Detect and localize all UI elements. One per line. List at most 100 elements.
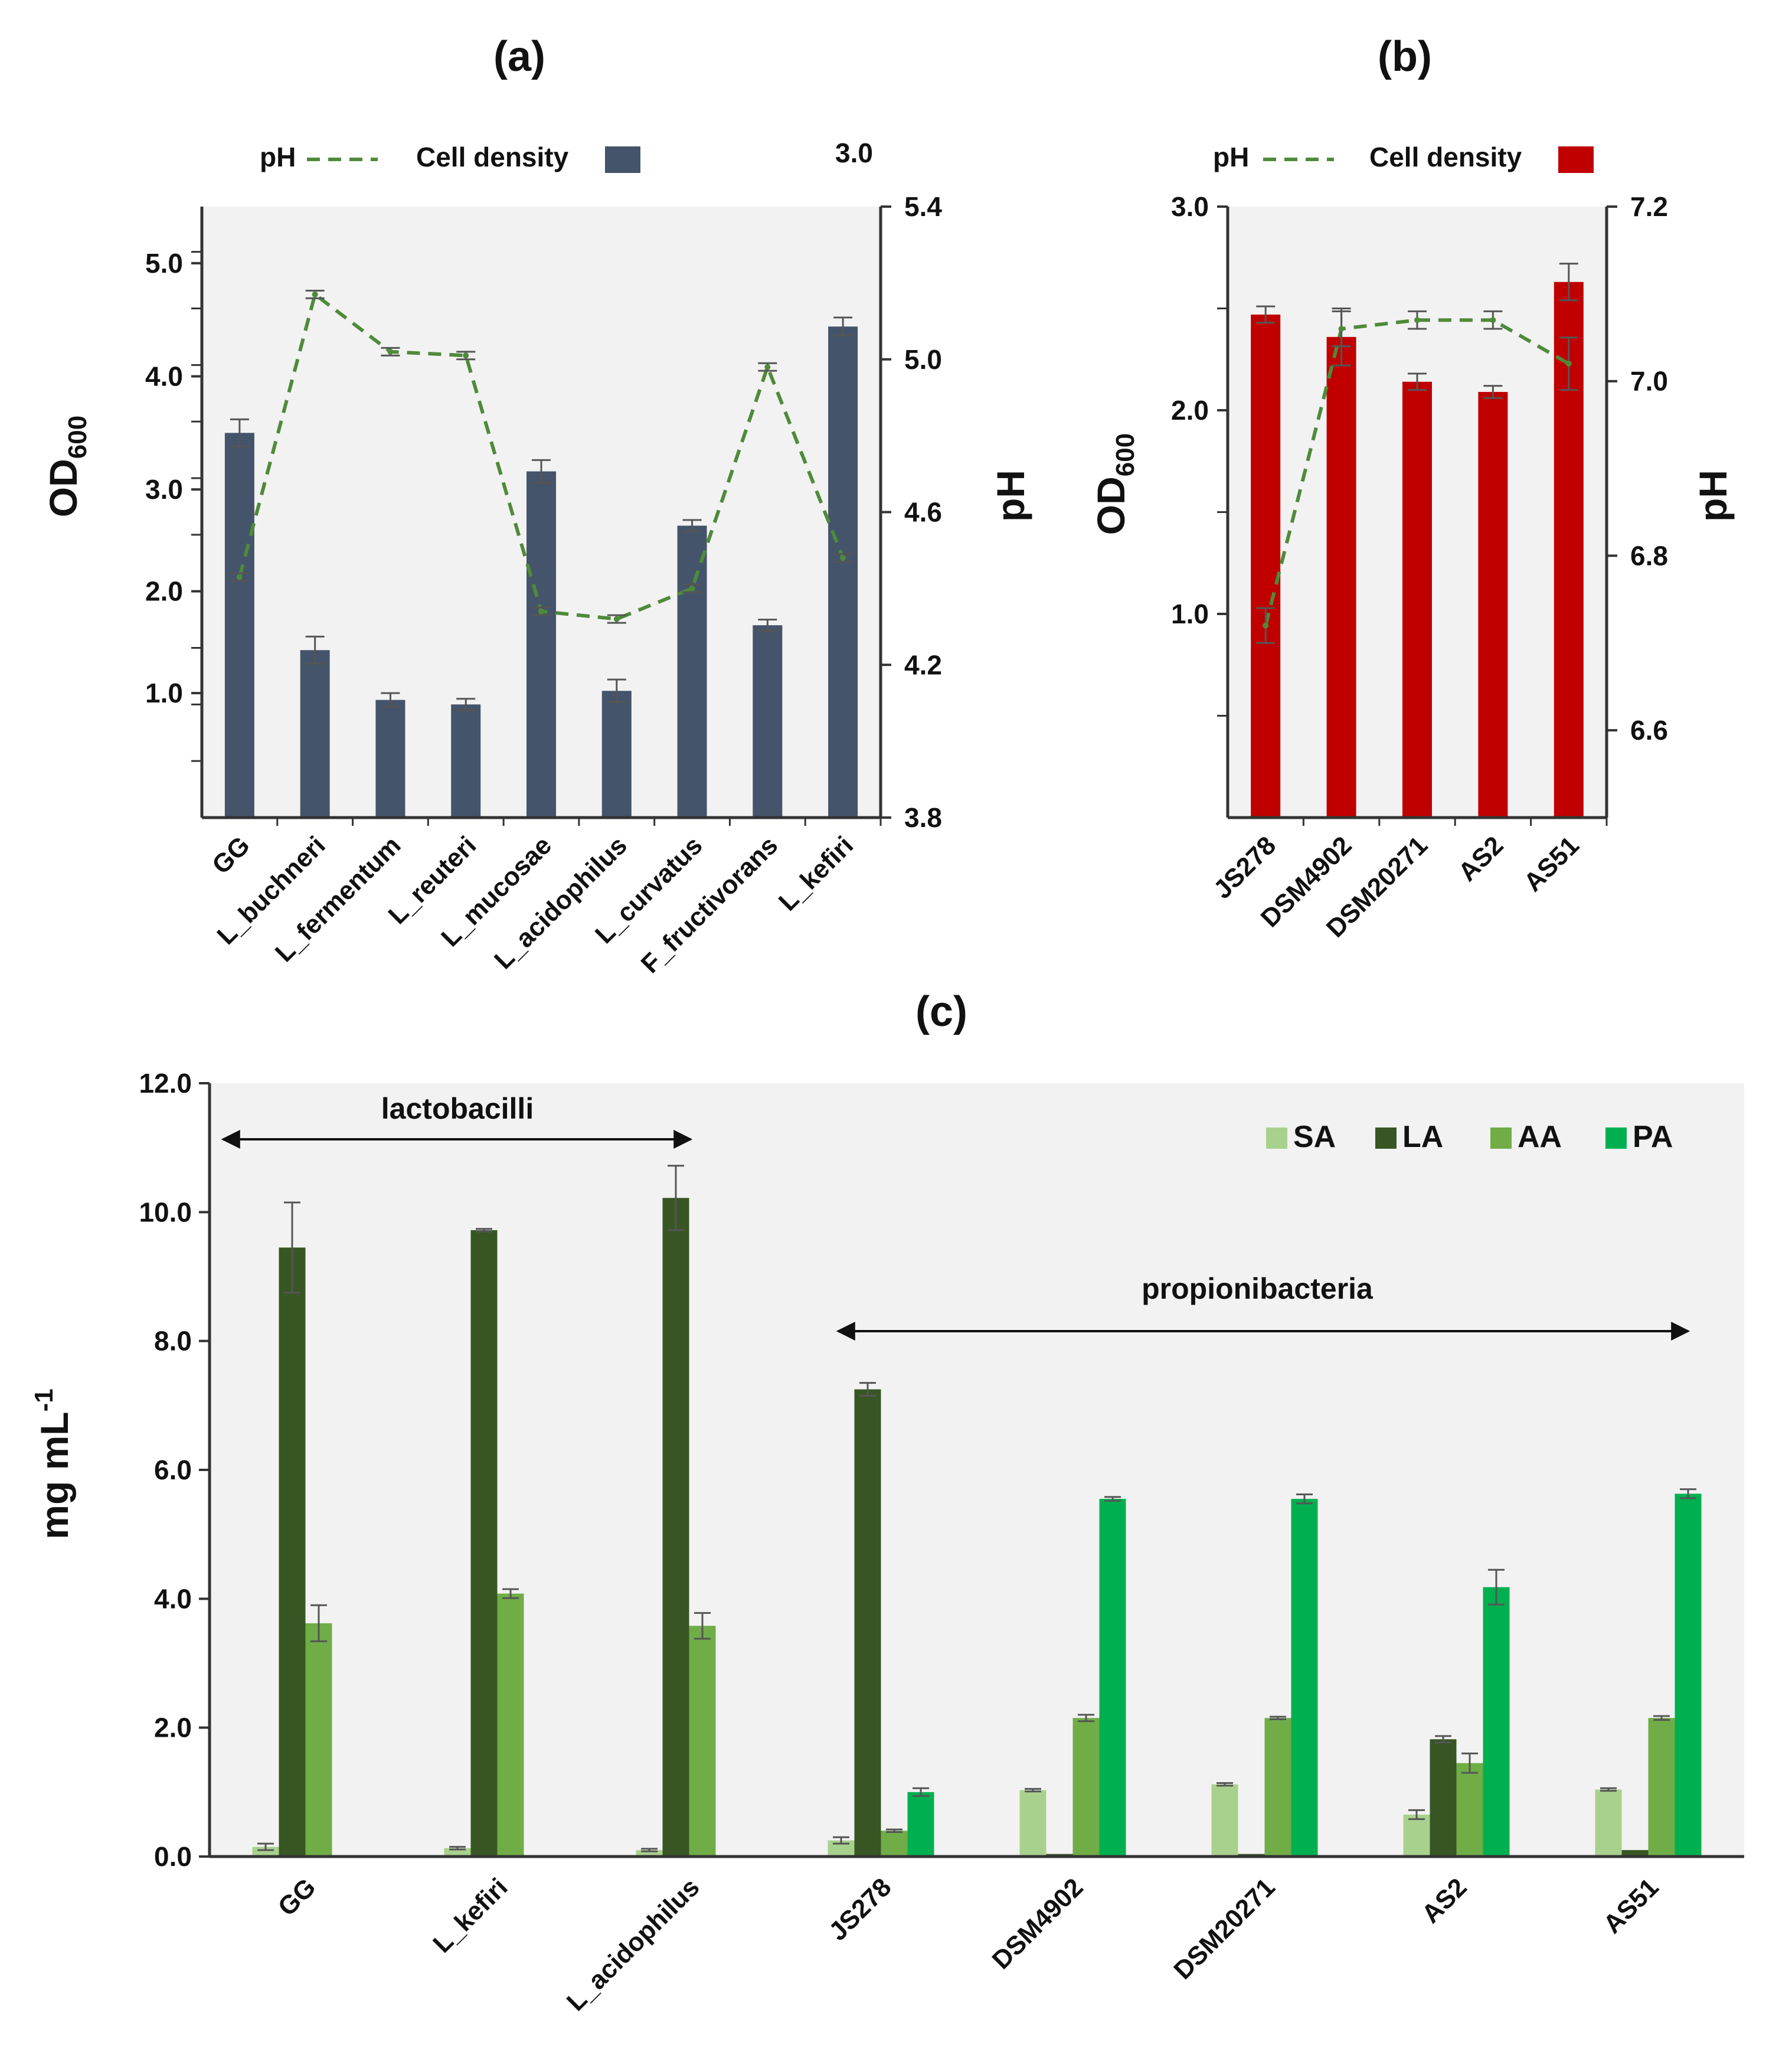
panel-b-y-axis-title-main: OD <box>1089 476 1133 535</box>
panel-a-x-label-l-kefiri: L_kefiri <box>773 831 859 916</box>
panel-c-error-sa-as51 <box>1600 1787 1617 1792</box>
panel-c-bar-pa-as51 <box>1675 1493 1702 1857</box>
panel-b-ph-point-dsm4902 <box>1338 326 1345 332</box>
panel-a-ph-point-gg <box>236 574 243 580</box>
panel-a-bar-error-l-kefiri <box>833 316 853 336</box>
panel-a-y2-tick-label-1: 4.2 <box>904 649 942 680</box>
panel-a-ph-point-l-reuteri <box>463 352 469 359</box>
panel-c-error-sa-dsm20271 <box>1216 1782 1233 1787</box>
panel-a-chart: (a) pH Cell density 3.0 1.02.03.04.05.0 … <box>41 33 1032 979</box>
panel-c-error-sa-gg <box>257 1842 274 1851</box>
panel-c-bar-la-l-kefiri <box>470 1230 498 1857</box>
panel-b-x-label-js278: JS278 <box>1208 831 1282 904</box>
panel-a-bar-l-buchneri <box>300 650 330 818</box>
panel-a-bar-error-l-reuteri <box>456 698 476 711</box>
panel-b-bar-error-as51 <box>1559 263 1578 302</box>
panel-a-x-label-f-fructivorans: F_fructivorans <box>636 831 784 979</box>
panel-c-error-sa-l-kefiri <box>449 1846 466 1851</box>
panel-c-legend-label-aa: AA <box>1518 1120 1562 1154</box>
panel-b-ph-point-as2 <box>1490 317 1496 323</box>
panel-b-ph-line <box>1256 310 1578 644</box>
panel-b-legend-ph-label: pH <box>1213 142 1249 172</box>
panel-b-y-axis-title: OD600 <box>1089 433 1140 535</box>
panel-b-bar-dsm4902 <box>1326 336 1356 818</box>
panel-c-error-aa-js278 <box>886 1828 902 1834</box>
panel-c-x-label-dsm20271: DSM20271 <box>1168 1872 1280 1985</box>
panel-a-y-tick-label-1: 2.0 <box>145 576 183 607</box>
panel-a-bars <box>224 316 858 818</box>
panel-a-y2-ticks: 3.8 4.2 4.6 5.0 5.4 <box>881 191 942 833</box>
panel-b-bar-dsm20271 <box>1402 381 1432 818</box>
panel-c-bar-pa-dsm20271 <box>1291 1499 1318 1857</box>
panel-c-error-la-l-kefiri <box>476 1228 492 1233</box>
panel-a-bar-error-l-curvatus <box>682 519 702 532</box>
panel-b-legend-density-label: Cell density <box>1369 142 1522 172</box>
panel-b-bar-error-dsm20271 <box>1408 372 1427 391</box>
panel-a-ph-point-l-acidophilus <box>613 616 620 622</box>
panel-c-chart: (c) 0.0 2.0 4.0 6.0 8.0 10.0 12.0 GG L_kefiri L_… <box>30 988 1744 2017</box>
panel-a-y-tick-label-2: 3.0 <box>145 474 183 505</box>
panel-a-ph-point-l-kefiri <box>840 555 846 561</box>
panel-c-error-la-as2 <box>1435 1735 1451 1744</box>
panel-c-legend-label-sa: SA <box>1293 1120 1336 1154</box>
panel-a-x-label-gg: GG <box>207 831 256 880</box>
panel-b-x-label-as51: AS51 <box>1518 831 1584 897</box>
panel-c-error-sa-as2 <box>1408 1809 1425 1821</box>
panel-a-y2-tick-label-4: 5.4 <box>904 191 942 222</box>
panel-a-y-tick-label-0: 1.0 <box>145 678 183 708</box>
panel-c-legend-swatch-pa <box>1605 1127 1627 1149</box>
panel-a-y-axis-title: OD600 <box>41 416 92 517</box>
panel-a-bar-error-l-acidophilus <box>607 678 626 703</box>
panel-c-bar-pa-js278 <box>907 1792 934 1857</box>
panel-b-title: (b) <box>1378 33 1432 80</box>
panel-a-ph-point-l-curvatus <box>689 585 695 591</box>
panel-a-y-tick-label-4: 5.0 <box>145 248 183 279</box>
panel-c-legend-swatch-sa <box>1266 1127 1287 1149</box>
panel-a-bar-error-l-fermentum <box>381 692 400 708</box>
panel-b-y2-tick-label-2: 7.0 <box>1630 366 1668 397</box>
panel-c-legend: SA LA AA PA <box>1266 1120 1673 1154</box>
panel-c-legend-label-la: LA <box>1402 1120 1443 1154</box>
panel-a-title: (a) <box>493 33 545 80</box>
panel-c-y-axis-title-main: mg mL <box>32 1411 76 1539</box>
panel-c-x-label-l-kefiri: L_kefiri <box>427 1872 513 1958</box>
panel-a-ph-point-l-buchneri <box>312 291 318 298</box>
panel-c-error-aa-dsm4902 <box>1078 1714 1094 1723</box>
panel-a-bar-l-kefiri <box>828 326 858 818</box>
panel-c-error-la-gg <box>284 1201 300 1294</box>
panel-c-y-tick-label-2: 4.0 <box>154 1583 192 1614</box>
panel-a-bar-l-acidophilus <box>601 691 632 818</box>
panel-c-y-tick-label-1: 2.0 <box>154 1712 192 1743</box>
panel-a-ph-point-f-fructivorans <box>764 364 771 370</box>
panel-c-annotation-lactobacilli: lactobacilli <box>221 1092 693 1149</box>
panel-c-y-tick-label-5: 10.0 <box>139 1197 192 1227</box>
panel-a-legend-extra-label: 3.0 <box>835 138 873 168</box>
panel-a-ph-point-l-fermentum <box>387 348 394 355</box>
panel-c-error-pa-as2 <box>1488 1568 1505 1606</box>
panel-c-error-pa-dsm4902 <box>1104 1496 1121 1502</box>
panel-b-y2-tick-label-0: 6.6 <box>1630 715 1668 746</box>
panel-c-bar-aa-l-kefiri <box>497 1593 524 1857</box>
panel-c-error-la-js278 <box>859 1382 876 1397</box>
panel-c-title: (c) <box>915 988 967 1035</box>
panel-c-error-sa-js278 <box>833 1836 849 1845</box>
panel-c-error-aa-l-kefiri <box>502 1588 519 1599</box>
panel-c-bars <box>252 1165 1702 1857</box>
panel-a-x-labels: GGL_buchneriL_fermentumL_reuteriL_mucosa… <box>207 818 882 979</box>
panel-c-error-sa-dsm4902 <box>1025 1787 1041 1793</box>
panel-b-bars <box>1251 263 1584 818</box>
panel-c-bar-sa-dsm20271 <box>1211 1784 1238 1857</box>
panel-a-bar-error-f-fructivorans <box>758 619 777 632</box>
panel-c-bar-aa-l-acidophilus <box>689 1626 716 1857</box>
panel-b-ph-point-dsm20271 <box>1414 317 1420 323</box>
panel-c-bar-aa-dsm20271 <box>1264 1718 1291 1857</box>
panel-c-x-label-dsm4902: DSM4902 <box>987 1872 1089 1975</box>
panel-c-bar-sa-as2 <box>1403 1815 1430 1857</box>
panel-b-x-label-as2: AS2 <box>1453 831 1509 887</box>
panel-c-x-label-as2: AS2 <box>1416 1872 1472 1929</box>
panel-a-x-label-l-acidophilus: L_acidophilus <box>489 831 633 975</box>
panel-c-error-aa-as51 <box>1653 1715 1670 1721</box>
panel-a-legend: pH Cell density 3.0 <box>260 138 873 173</box>
panel-a-bar-error-l-buchneri <box>305 635 325 665</box>
panel-c-bar-la-js278 <box>854 1389 881 1857</box>
